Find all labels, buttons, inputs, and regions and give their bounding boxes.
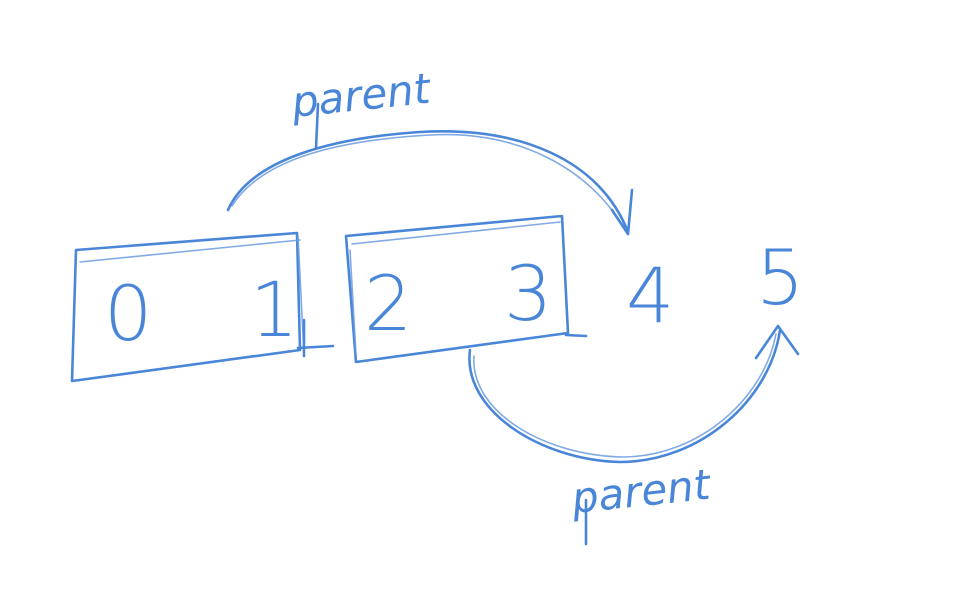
node-1: 1 <box>250 265 298 354</box>
node-5: 5 <box>756 233 804 322</box>
arrow-parent-top <box>226 130 634 236</box>
edge-label-top: parent <box>288 64 433 127</box>
set-box-right <box>344 214 588 364</box>
edge-label-bottom: parent <box>568 460 713 523</box>
node-3: 3 <box>504 249 552 338</box>
set-box-left <box>70 231 335 383</box>
arrow-parent-bottom <box>468 324 800 464</box>
node-4: 4 <box>626 251 674 340</box>
edge-label-top-tail <box>314 102 320 150</box>
node-0: 0 <box>104 269 152 358</box>
node-2: 2 <box>364 259 412 348</box>
